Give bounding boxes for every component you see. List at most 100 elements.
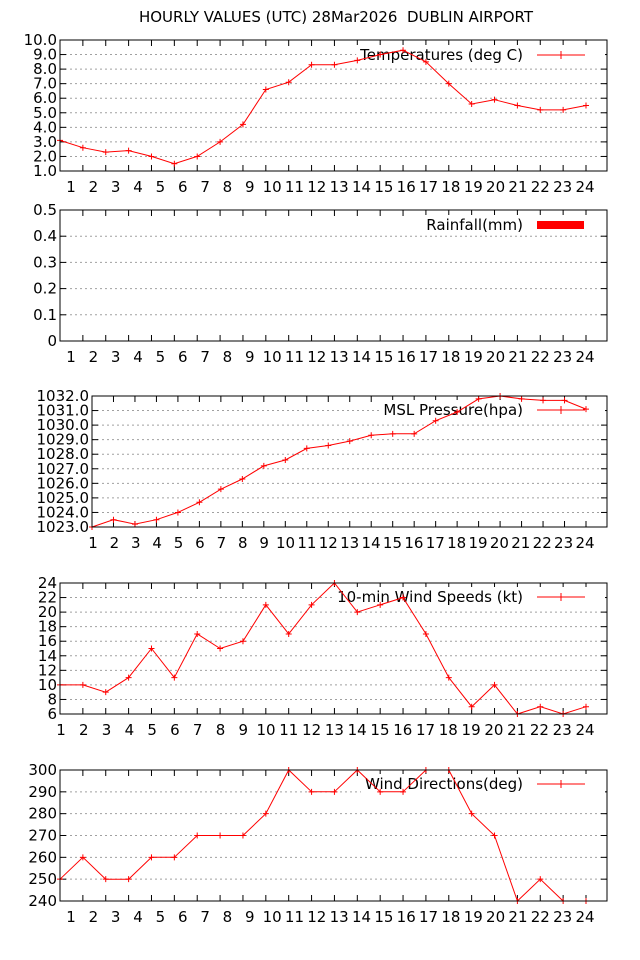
x-tick-label: 7 (200, 908, 210, 926)
data-point (454, 409, 461, 416)
data-point (468, 810, 475, 817)
data-point (514, 102, 521, 109)
y-tick-label: 2.0 (33, 147, 57, 165)
data-point (217, 486, 224, 493)
legend-label: Temperatures (deg C) (359, 46, 523, 64)
x-tick-label: 18 (439, 721, 458, 739)
x-tick-label: 8 (216, 721, 226, 739)
y-tick-label: 260 (28, 848, 57, 866)
y-tick-label: 250 (28, 870, 57, 888)
y-tick-label: 10.0 (24, 31, 57, 49)
data-point (285, 79, 292, 86)
y-tick-label: 9.0 (33, 46, 57, 64)
legend-background (356, 45, 605, 65)
y-tick-label: 0.3 (33, 253, 57, 271)
x-tick-label: 3 (131, 534, 141, 552)
x-tick-label: 23 (553, 721, 572, 739)
x-tick-label: 18 (441, 348, 460, 366)
x-tick-label: 22 (531, 348, 550, 366)
data-point (262, 86, 269, 93)
plot-frame (59, 769, 608, 902)
chart-2: 00.10.20.30.40.51 2 3 4 5 6 7 8 9 10 11 12 13 14 15 16 1… (33, 201, 608, 366)
x-tick-label: 10 (256, 721, 275, 739)
x-tick-label: 20 (486, 178, 505, 196)
y-tick-label: 4.0 (33, 118, 57, 136)
data-point (102, 149, 109, 156)
y-tick-label: 240 (28, 892, 57, 910)
y-tick-label: 1029.0 (37, 431, 90, 449)
data-point (468, 101, 475, 108)
x-tick-label: 9 (238, 721, 248, 739)
x-tick-label: 13 (340, 534, 359, 552)
x-tick-label: 12 (319, 534, 338, 552)
x-tick-label: 21 (508, 178, 527, 196)
data-point (445, 80, 452, 87)
x-tick-label: 11 (279, 721, 298, 739)
y-tick-label: 1024.0 (37, 503, 90, 521)
page-title: HOURLY VALUES (UTC) 28Mar2026 DUBLIN AIR… (139, 8, 534, 26)
x-tick-label: 24 (575, 534, 594, 552)
x-tick-label: 12 (302, 721, 321, 739)
x-tick-label: 6 (178, 178, 188, 196)
data-point (354, 57, 361, 64)
data-point (239, 832, 246, 839)
x-tick-label: 13 (330, 348, 349, 366)
x-tick-label: 20 (490, 534, 509, 552)
series-line (59, 49, 587, 165)
y-tick-label: 5.0 (33, 104, 57, 122)
x-tick-label: 24 (575, 908, 594, 926)
y-tick-label: 22 (38, 589, 57, 607)
x-tick-label: 14 (352, 178, 371, 196)
x-tick-label: 1 (88, 534, 98, 552)
data-point (432, 417, 439, 424)
x-tick-label: 8 (223, 348, 233, 366)
legend-background (422, 215, 605, 235)
data-point (171, 854, 178, 861)
data-point (102, 876, 109, 883)
legend-background (360, 774, 605, 794)
x-tick-label: 6 (178, 908, 188, 926)
data-point (262, 810, 269, 817)
y-tick-label: 18 (38, 618, 57, 636)
x-tick-label: 18 (441, 178, 460, 196)
data-point (468, 703, 475, 710)
x-tick-label: 4 (133, 178, 143, 196)
x-tick-label: 23 (554, 534, 573, 552)
data-point (377, 601, 384, 608)
x-tick-label: 12 (307, 348, 326, 366)
x-tick-label: 6 (195, 534, 205, 552)
x-tick-label: 14 (352, 908, 371, 926)
data-point (537, 106, 544, 113)
data-point (125, 674, 132, 681)
x-tick-label: 6 (178, 348, 188, 366)
x-tick-label: 15 (370, 721, 389, 739)
legend-background (379, 400, 605, 420)
data-point (217, 832, 224, 839)
y-tick-label: 1023.0 (37, 518, 90, 536)
y-tick-label: 0.1 (33, 306, 57, 324)
x-tick-label: 16 (397, 178, 416, 196)
legend-label: Rainfall(mm) (426, 216, 523, 234)
data-point (194, 832, 201, 839)
x-tick-label: 4 (133, 908, 143, 926)
x-tick-label: 21 (508, 908, 527, 926)
x-tick-label: 19 (464, 178, 483, 196)
data-point (475, 395, 482, 402)
data-point (331, 61, 338, 68)
x-tick-label: 9 (259, 534, 269, 552)
x-tick-label: 23 (553, 348, 572, 366)
data-point (79, 854, 86, 861)
y-tick-label: 290 (28, 783, 57, 801)
data-point (422, 630, 429, 637)
plot-frame (59, 39, 608, 172)
data-point (148, 854, 155, 861)
data-point (102, 689, 109, 696)
x-tick-label: 23 (553, 178, 572, 196)
data-point (368, 432, 375, 439)
x-tick-label: 16 (393, 721, 412, 739)
data-point (239, 121, 246, 128)
x-tick-label: 17 (419, 348, 438, 366)
data-point (125, 147, 132, 154)
